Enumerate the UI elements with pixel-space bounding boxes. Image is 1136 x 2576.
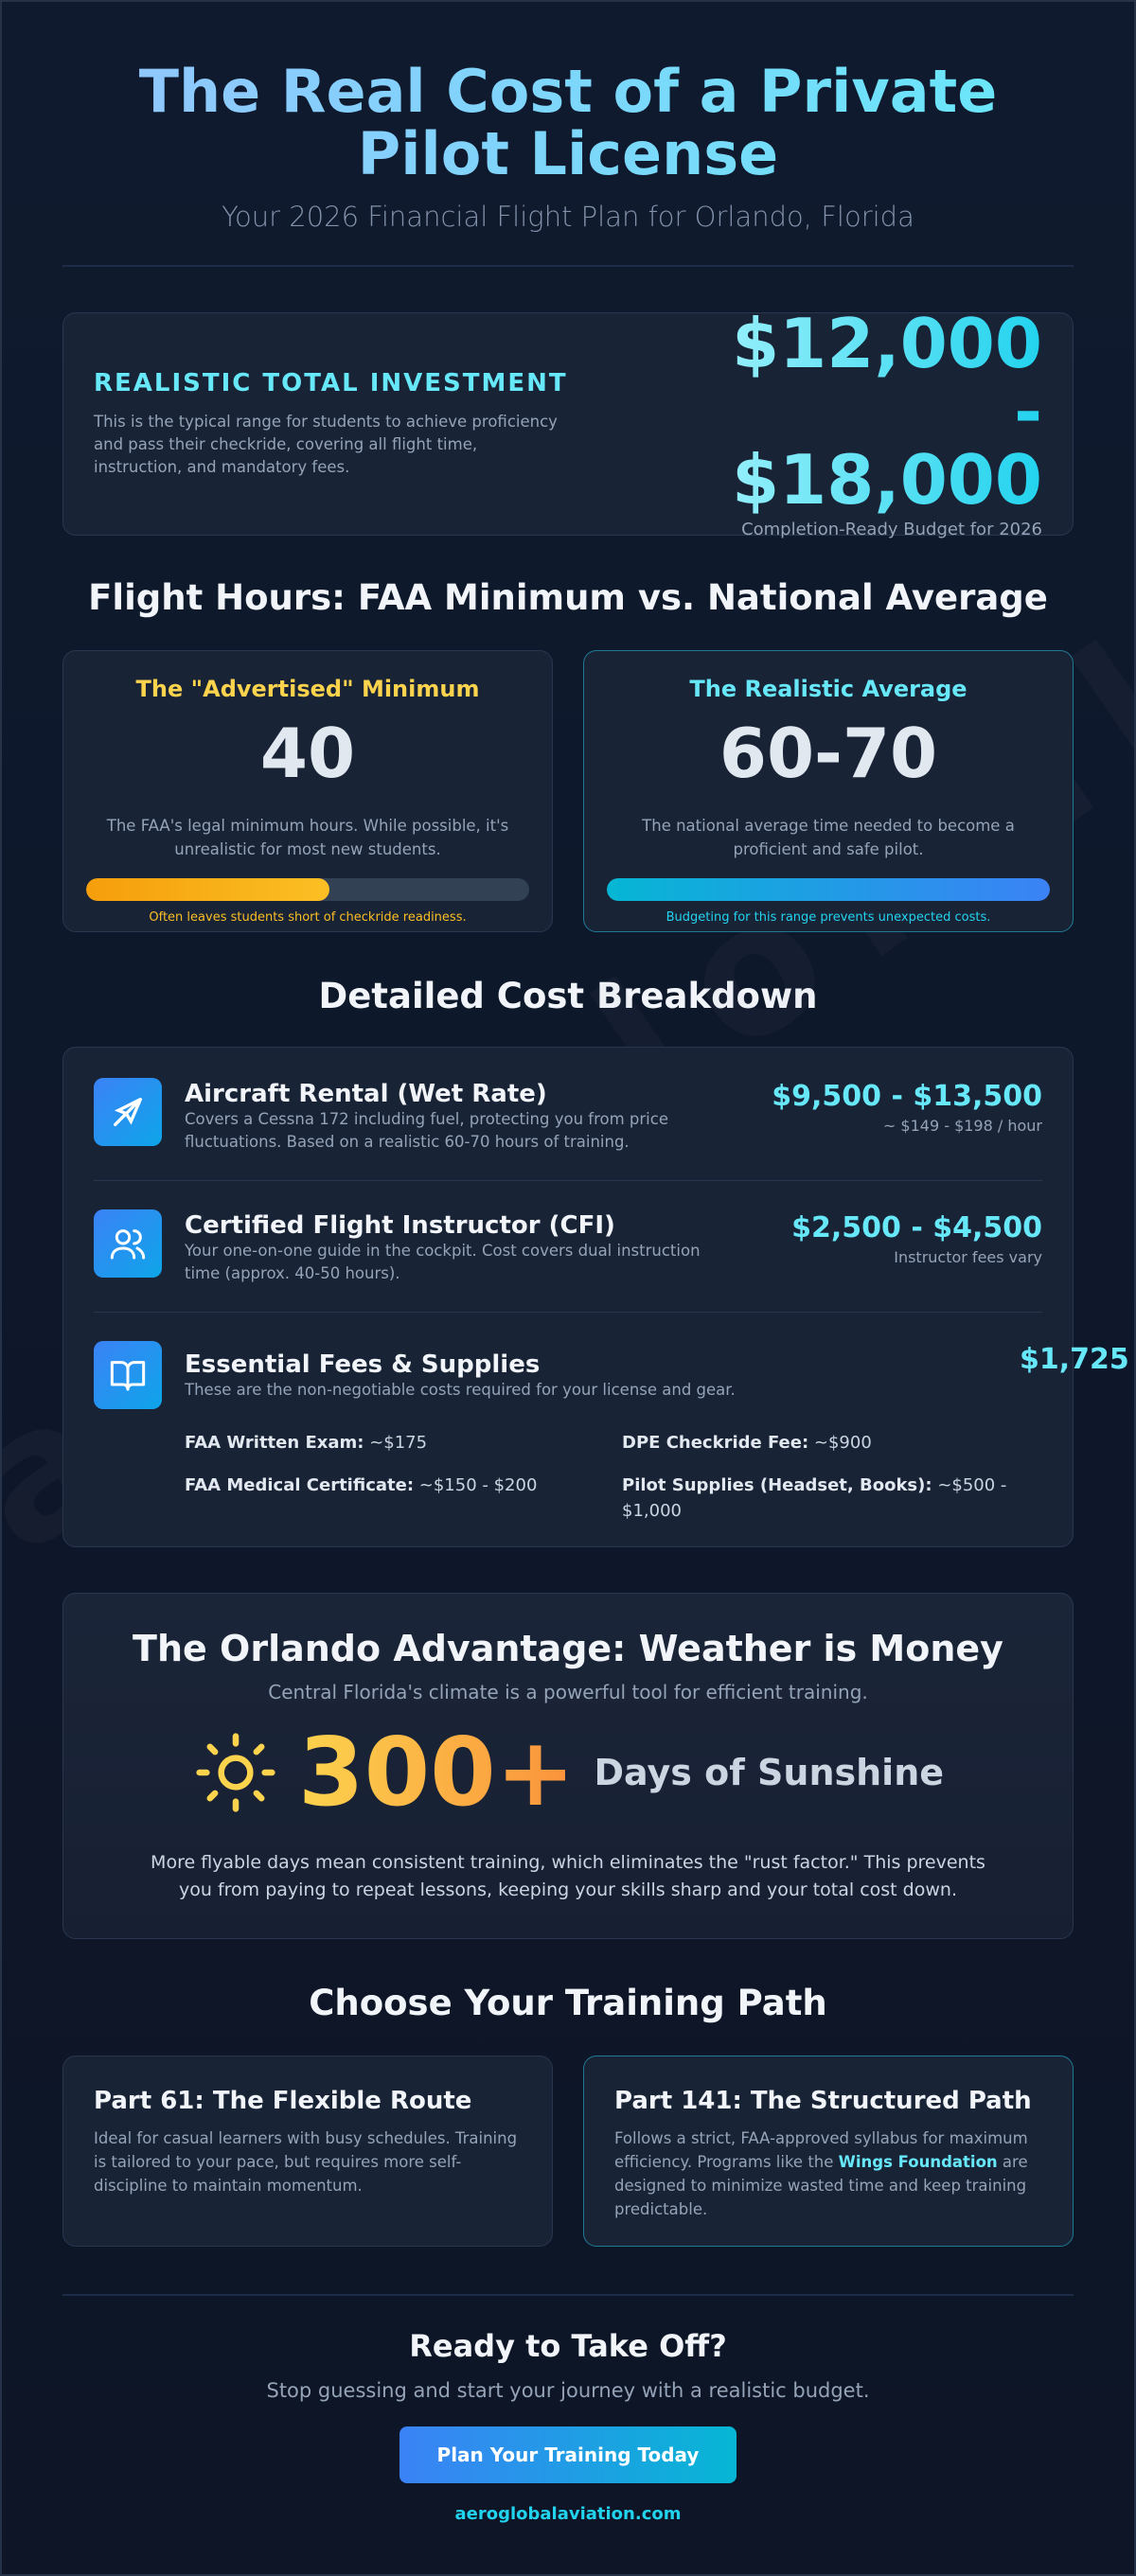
path-description: Ideal for casual learners with busy sche… [94,2129,518,2195]
progress-track [86,878,529,901]
hours-card: The "Advertised" Minimum 40 The FAA's le… [62,650,553,932]
text: are designed to minimize wasted time and… [614,2153,1028,2218]
fee-value: ~$900 [813,1433,872,1453]
progress-track [607,878,1050,901]
path-description: Follows a strict, FAA-approved syllabus … [614,2126,1042,2221]
item-description: These are the non-negotiable costs requi… [185,1381,736,1399]
progress-fill [607,878,1050,901]
highlight: Wings Foundation [838,2153,998,2171]
fee-value: ~$500 - $1,000 [622,1475,1007,1521]
path-name: Part 61: The Flexible Route [94,2087,472,2115]
item-name: Essential Fees & Supplies [185,1350,541,1379]
stat-label: Days of Sunshine [594,1752,945,1793]
orlando-subtitle: Central Florida's climate is a powerful … [268,1681,868,1703]
investment-label: REALISTIC TOTAL INVESTMENT [94,369,568,397]
cta-text: Stop guessing and start your journey wit… [266,2379,870,2402]
section-title: Flight Hours: FAA Minimum vs. National A… [88,577,1048,618]
card-description: The FAA's legal minimum hours. While pos… [106,817,509,858]
hours-card: The Realistic Average 60-70 The national… [583,650,1074,932]
site-url[interactable]: aeroglobalaviation.com [454,2504,682,2524]
section-title: Detailed Cost Breakdown [318,976,818,1016]
item-description: Covers a Cessna 172 including fuel, prot… [185,1110,668,1151]
book-icon [110,1361,146,1391]
card-footnote: Often leaves students short of checkride… [149,910,467,925]
training-row: Part 61: The Flexible Route Ideal for ca… [62,2056,1074,2247]
item-description: Your one-on-one guide in the cockpit. Co… [185,1242,701,1282]
item-amount: $2,500 - $4,500 [791,1211,1042,1244]
fee: DPE Checkride Fee: ~$900 [622,1430,1020,1456]
path-name: Part 141: The Structured Path [614,2087,1032,2115]
item-name: Aircraft Rental (Wet Rate) [185,1080,547,1108]
item-note: Instructor fees vary [894,1248,1042,1266]
item-amount: $1,725 - $2,275 [1020,1343,1134,1376]
section-title: Choose Your Training Path [309,1983,827,2023]
card-label: The Realistic Average [689,676,967,702]
people-icon [110,1229,146,1260]
divider [62,265,1074,267]
investment-note: Completion-Ready Budget for 2026 [741,519,1042,539]
orlando-title: The Orlando Advantage: Weather is Money [133,1628,1003,1669]
hours-value: 40 [259,714,356,793]
item-note: ~ $149 - $198 / hour [882,1117,1042,1135]
plane-icon [114,1098,142,1126]
fee-label: FAA Medical Certificate: [185,1475,415,1495]
item-amount: $9,500 - $13,500 [772,1080,1042,1113]
subtitle: Your 2026 Financial Flight Plan for Orla… [222,201,914,233]
card-footnote: Budgeting for this range prevents unexpe… [666,910,991,925]
text: Follows a strict, FAA-approved syllabus … [614,2129,1028,2171]
stat-value: 300+ [297,1717,576,1827]
item-name: Certified Flight Instructor (CFI) [185,1211,615,1240]
fee-value: ~$175 [369,1433,428,1453]
icon [94,1341,162,1409]
cost-item: Certified Flight Instructor (CFI) Your on… [94,1209,1042,1313]
fee: Pilot Supplies (Headset, Books): ~$500 -… [622,1473,1020,1524]
orlando-card: The Orlando Advantage: Weather is Money … [62,1593,1074,1939]
card-label: The "Advertised" Minimum [135,676,480,702]
fee-value: ~$150 - $200 [418,1475,538,1495]
divider [62,2294,1074,2296]
cost-item: Aircraft Rental (Wet Rate) Covers a Cessn… [94,1078,1042,1181]
sun-icon [196,1733,275,1812]
hours-row: The "Advertised" Minimum 40 The FAA's le… [62,650,1074,932]
cta: Ready to Take Off? Stop guessing and sta… [62,2328,1074,2524]
investment-amount: $12,000 - $18,000 [683,309,1042,514]
progress-fill [86,878,330,901]
title: The Real Cost of a Private Pilot License [62,61,1074,185]
fee-label: DPE Checkride Fee: [622,1433,809,1453]
orlando-description: More flyable days mean consistent traini… [151,1852,985,1900]
cta-title: Ready to Take Off? [409,2328,727,2364]
breakdown-card: Aircraft Rental (Wet Rate) Covers a Cessn… [62,1047,1134,1547]
path-card: Part 61: The Flexible Route Ideal for ca… [62,2056,553,2247]
fee-list: FAA Written Exam: ~$175 DPE Checkride Fee… [185,1430,1020,1524]
investment-description: This is the typical range for students t… [94,413,558,476]
fee: FAA Written Exam: ~$175 [185,1430,622,1456]
card-description: The national average time needed to beco… [642,817,1015,858]
fee: FAA Medical Certificate: ~$150 - $200 [185,1473,622,1524]
investment-card: REALISTIC TOTAL INVESTMENT This is the t… [62,309,1074,539]
icon [94,1078,162,1146]
cta-button[interactable]: Plan Your Training Today [399,2426,737,2483]
cost-item: Essential Fees & Supplies These are the … [94,1341,1134,1524]
sunshine-stat: 300+ Days of Sunshine [63,1720,1073,1825]
fee-label: FAA Written Exam: [185,1433,364,1453]
fee-label: Pilot Supplies (Headset, Books): [622,1475,932,1495]
hours-value: 60-70 [719,714,938,793]
icon [94,1209,162,1278]
path-card: Part 141: The Structured Path Follows a … [583,2056,1074,2247]
